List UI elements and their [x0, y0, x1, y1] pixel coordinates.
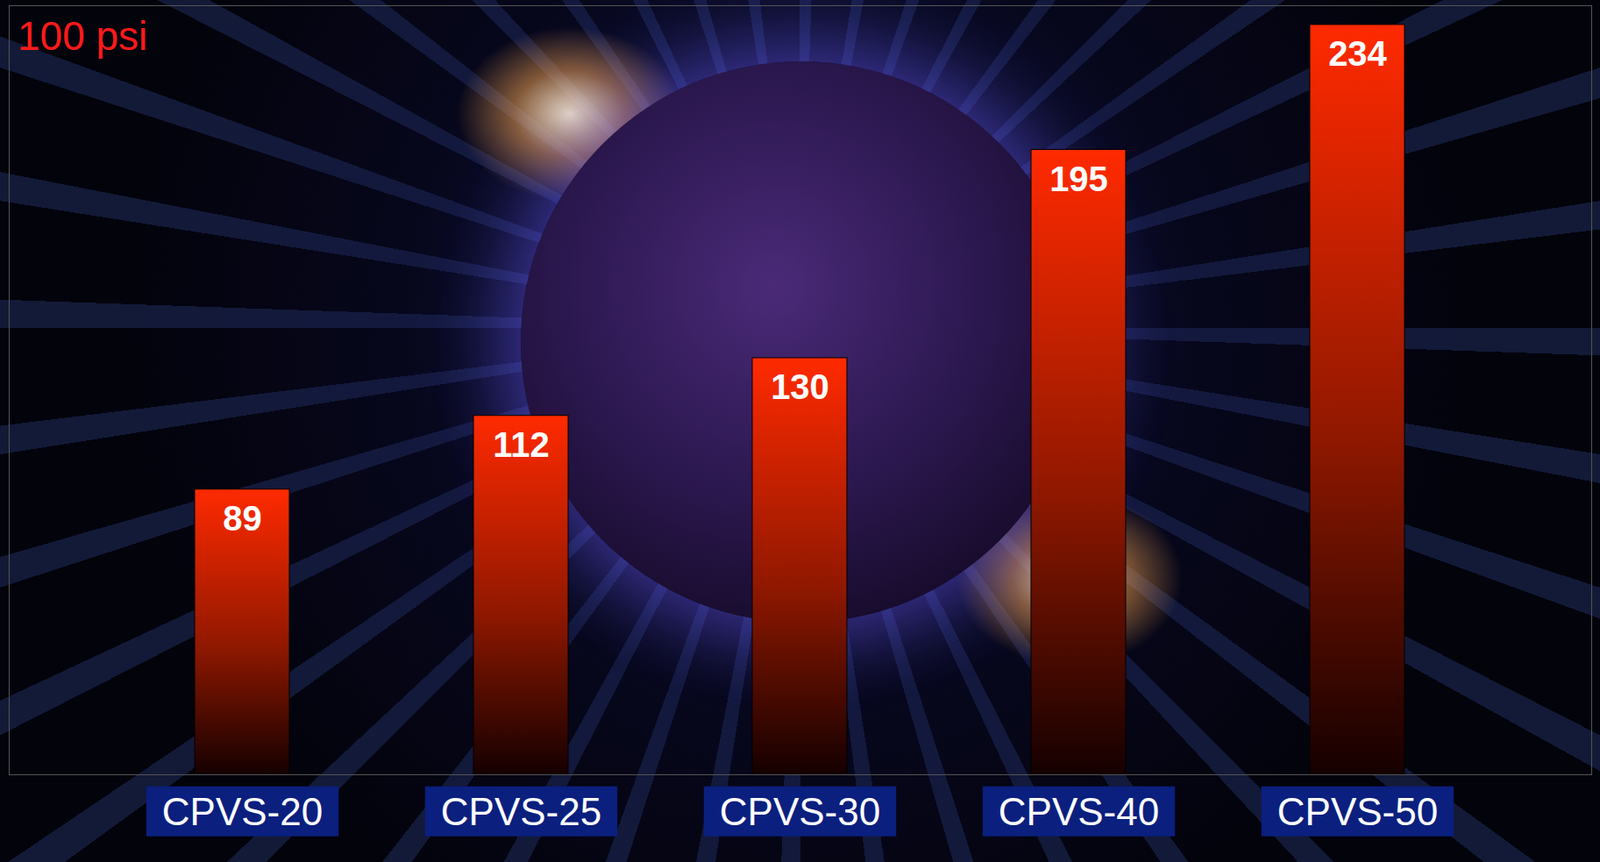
svg-text:CPVS-40: CPVS-40: [998, 789, 1160, 833]
svg-text:234: 234: [1328, 34, 1387, 73]
svg-text:112: 112: [492, 425, 550, 464]
svg-text:CPVS-30: CPVS-30: [719, 789, 881, 833]
svg-text:130: 130: [770, 367, 830, 406]
html-text:100 psi: 100 psi: [17, 13, 148, 59]
svg-text:CPVS-25: CPVS-25: [440, 789, 602, 833]
svg-text:CPVS-20: CPVS-20: [162, 789, 323, 833]
svg-text:CPVS-50: CPVS-50: [1277, 789, 1438, 833]
svg-text:195: 195: [1049, 159, 1109, 199]
svg-text:89: 89: [222, 498, 263, 538]
